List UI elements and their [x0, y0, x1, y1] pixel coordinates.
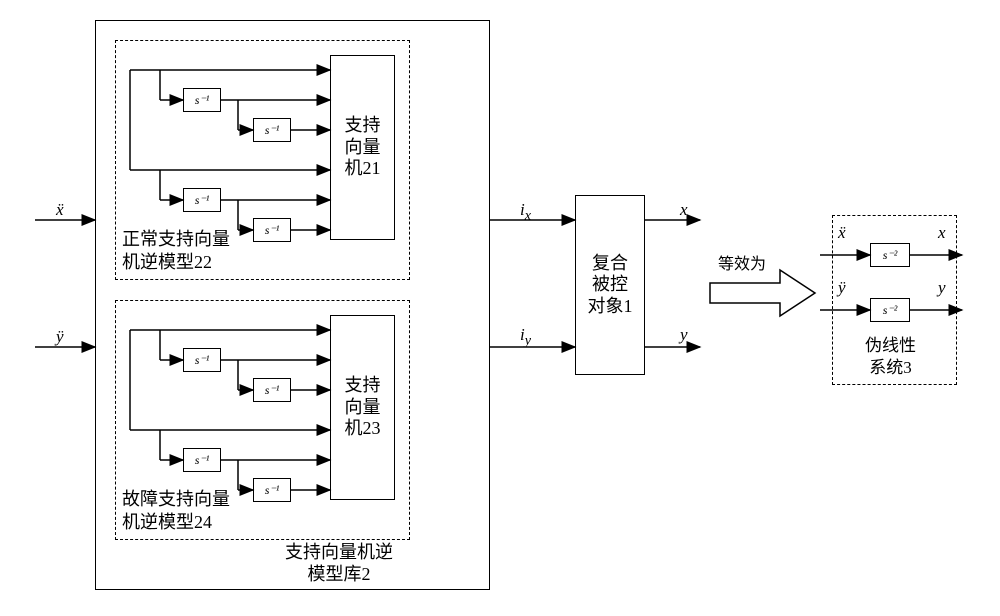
int-s1-l1: s⁻¹ [183, 348, 221, 372]
int-s1-l3: s⁻¹ [183, 448, 221, 472]
svm-21-label: 支持 向量 机21 [345, 115, 381, 180]
int-s1-l4: s⁻¹ [253, 478, 291, 502]
int-s1-u3: s⁻¹ [183, 188, 221, 212]
int-s1-u2: s⁻¹ [253, 118, 291, 142]
plant-label: 复合 被控 对象1 [588, 253, 633, 318]
svm-21-block: 支持 向量 机21 [330, 55, 395, 240]
iy-label: iy [520, 325, 531, 349]
pseudo-in-x: ẍ [838, 223, 846, 243]
plant-block: 复合 被控 对象1 [575, 195, 645, 375]
pseudo-out-y: y [938, 278, 946, 298]
int-s1-u1: s⁻¹ [183, 88, 221, 112]
df-y-block: s⁻² [870, 298, 910, 322]
y-ddot-label: ÿ [56, 327, 64, 347]
plant-out-y: y [680, 325, 688, 345]
ix-label: ix [520, 200, 531, 224]
svm-23-block: 支持 向量 机23 [330, 315, 395, 500]
int-s1-l2: s⁻¹ [253, 378, 291, 402]
df-x-block: s⁻² [870, 243, 910, 267]
fault-svm-caption: 故障支持向量 机逆模型24 [122, 488, 230, 535]
svm-23-label: 支持 向量 机23 [345, 375, 381, 440]
library-caption: 支持向量机逆 模型库2 [285, 542, 393, 585]
plant-out-x: x [680, 200, 688, 220]
pseudo-in-y: ÿ [838, 278, 846, 298]
int-s1-u4: s⁻¹ [253, 218, 291, 242]
pseudo-caption: 伪线性 系统3 [865, 335, 916, 379]
pseudo-out-x: x [938, 223, 946, 243]
x-ddot-label: ẍ [56, 200, 64, 220]
normal-svm-caption: 正常支持向量 机逆模型22 [122, 228, 230, 275]
equiv-label: 等效为 [718, 255, 766, 274]
